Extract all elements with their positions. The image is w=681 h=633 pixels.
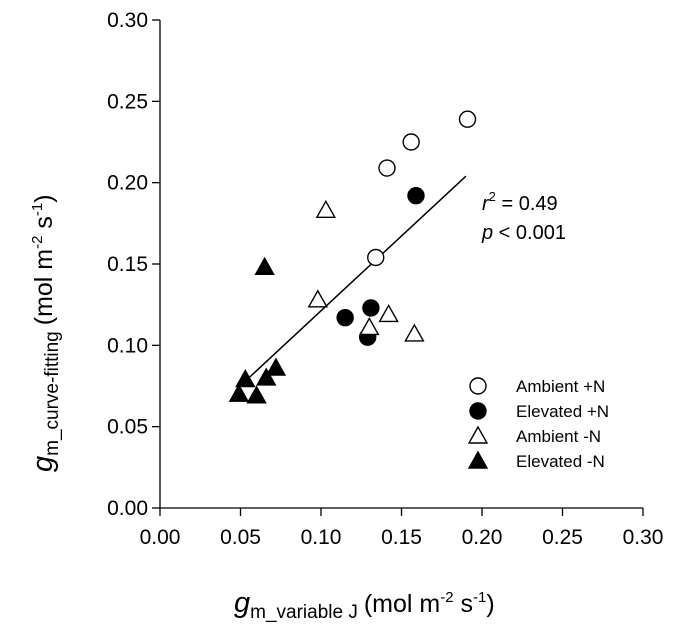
y-axis-title: gm_curve-fitting(mol m-2 s-1) bbox=[27, 194, 63, 472]
data-point bbox=[336, 308, 354, 327]
data-point bbox=[307, 289, 328, 308]
legend-label: Ambient -N bbox=[516, 427, 601, 446]
data-point bbox=[256, 367, 277, 386]
tick-labels: 0.00 0.05 0.10 0.15 0.20 0.25 0.30 0.00 0.05 0.10… bbox=[107, 9, 663, 549]
y-tick-label: 0.00 bbox=[107, 497, 148, 520]
x-tick-label: 0.00 bbox=[140, 526, 181, 549]
y-tick-label: 0.05 bbox=[107, 416, 148, 439]
regression-line bbox=[244, 175, 467, 382]
y-tick-label: 0.10 bbox=[107, 334, 148, 357]
data-point bbox=[407, 186, 425, 205]
x-axis-title: gm_variable J (mol m-2 s-1) bbox=[234, 587, 495, 623]
data-point bbox=[235, 369, 256, 388]
y-tick-label: 0.20 bbox=[107, 172, 148, 195]
data-point bbox=[228, 383, 250, 402]
data-point bbox=[254, 256, 275, 275]
tick-marks bbox=[152, 19, 644, 516]
data-point bbox=[378, 303, 399, 323]
legend-marker bbox=[469, 377, 487, 395]
data-point bbox=[359, 317, 380, 336]
legend: Ambient +N Elevated +N Ambient -N Elevated … bbox=[467, 377, 609, 471]
data-point bbox=[246, 385, 267, 404]
x-tick-label: 0.10 bbox=[301, 526, 342, 549]
data-point bbox=[404, 323, 425, 342]
regression-line-group bbox=[244, 175, 467, 382]
legend-marker bbox=[467, 425, 489, 444]
p-value-annotation: p < 0.001 bbox=[481, 222, 566, 244]
data-point bbox=[362, 299, 380, 317]
y-tick-label: 0.15 bbox=[107, 253, 148, 276]
data-point bbox=[402, 133, 420, 151]
r-squared-annotation: r2 = 0.49 bbox=[482, 189, 558, 215]
legend-label: Elevated +N bbox=[516, 402, 609, 421]
x-tick-label: 0.25 bbox=[542, 526, 583, 549]
y-tick-label: 0.30 bbox=[107, 9, 148, 32]
legend-marker bbox=[469, 402, 487, 420]
x-tick-label: 0.30 bbox=[623, 526, 664, 549]
legend-label: Ambient +N bbox=[516, 377, 605, 396]
x-tick-label: 0.20 bbox=[462, 526, 503, 549]
data-point bbox=[367, 248, 385, 267]
data-point bbox=[315, 199, 337, 219]
legend-marker bbox=[467, 450, 489, 469]
x-tick-label: 0.15 bbox=[381, 526, 422, 549]
x-tick-label: 0.05 bbox=[220, 526, 261, 549]
data-point bbox=[265, 357, 287, 376]
data-points bbox=[228, 110, 477, 404]
y-tick-label: 0.25 bbox=[107, 90, 148, 113]
legend-label: Elevated -N bbox=[516, 452, 605, 471]
data-point bbox=[378, 159, 396, 177]
data-point bbox=[458, 110, 477, 128]
